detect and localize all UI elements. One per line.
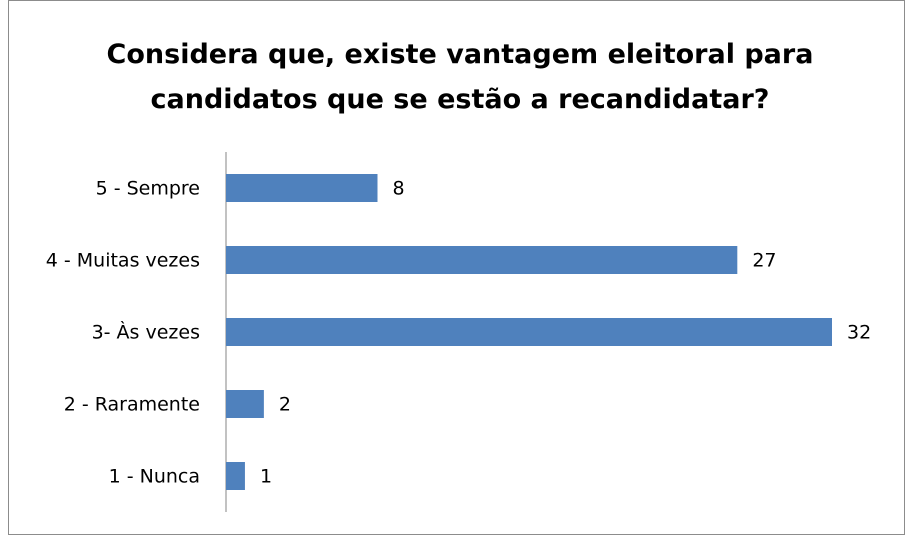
- bar: [226, 174, 378, 202]
- y-tick-label: 5 - Sempre: [96, 178, 200, 200]
- value-label: 27: [752, 250, 776, 272]
- bar: [226, 390, 264, 418]
- chart-title: Considera que, existe vantagem eleitoral…: [106, 39, 814, 115]
- y-tick-label: 1 - Nunca: [109, 466, 200, 488]
- value-label: 8: [393, 178, 405, 200]
- bar: [226, 246, 738, 274]
- bar: [226, 462, 245, 490]
- value-label: 1: [260, 466, 272, 488]
- value-label: 2: [279, 394, 291, 416]
- y-tick-label: 3- Às vezes: [92, 321, 200, 344]
- bar: [226, 318, 832, 346]
- y-tick-label: 2 - Raramente: [64, 394, 200, 416]
- y-tick-label: 4 - Muitas vezes: [46, 250, 200, 272]
- value-label: 32: [847, 322, 871, 344]
